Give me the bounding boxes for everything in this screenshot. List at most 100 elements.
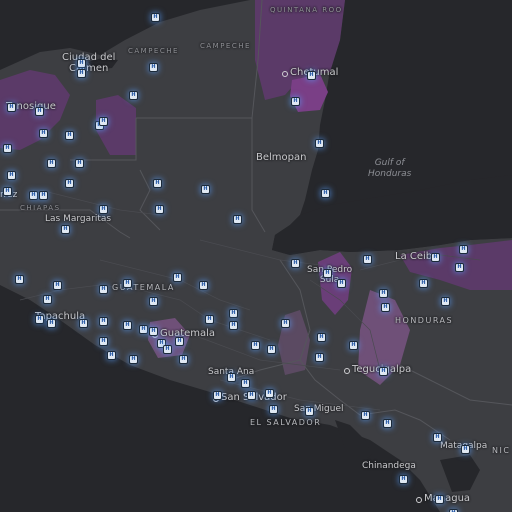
hospital-icon[interactable]: H: [230, 322, 237, 329]
hospital-icon[interactable]: H: [156, 206, 163, 213]
hospital-icon[interactable]: H: [180, 356, 187, 363]
hospital-icon[interactable]: H: [48, 160, 55, 167]
hospital-icon[interactable]: H: [96, 122, 103, 129]
hospital-icon[interactable]: H: [140, 326, 147, 333]
hospital-icon[interactable]: H: [292, 98, 299, 105]
hospital-icon[interactable]: H: [432, 254, 439, 261]
hospital-icon[interactable]: H: [100, 206, 107, 213]
label-belmopan: Belmopan: [256, 152, 307, 163]
hospital-icon[interactable]: H: [324, 270, 331, 277]
hospital-icon[interactable]: H: [76, 160, 83, 167]
hospital-icon[interactable]: H: [78, 60, 85, 67]
label-quintana-roo: QUINTANA ROO: [270, 6, 343, 14]
hospital-icon[interactable]: H: [36, 316, 43, 323]
hospital-icon[interactable]: H: [4, 145, 11, 152]
hospital-icon[interactable]: H: [436, 496, 443, 503]
label-ciudad-del-carmen: Ciudad del Carmen: [62, 52, 116, 74]
hospital-icon[interactable]: H: [268, 346, 275, 353]
label-el-salvador: EL SALVADOR: [250, 418, 322, 427]
hospital-icon[interactable]: H: [242, 380, 249, 387]
hospital-icon[interactable]: H: [100, 286, 107, 293]
hospital-icon[interactable]: H: [36, 108, 43, 115]
hospital-icon[interactable]: H: [420, 280, 427, 287]
hospital-icon[interactable]: H: [54, 282, 61, 289]
hospital-icon[interactable]: H: [362, 412, 369, 419]
hospital-icon[interactable]: H: [100, 118, 107, 125]
hospital-icon[interactable]: H: [78, 70, 85, 77]
hospital-icon[interactable]: H: [130, 356, 137, 363]
hospital-icon[interactable]: H: [66, 180, 73, 187]
hospital-icon[interactable]: H: [8, 172, 15, 179]
hospital-icon[interactable]: H: [306, 408, 313, 415]
hospital-icon[interactable]: H: [206, 316, 213, 323]
hospital-icon[interactable]: H: [150, 64, 157, 71]
hospital-icon[interactable]: H: [100, 318, 107, 325]
hospital-icon[interactable]: H: [380, 368, 387, 375]
hospital-icon[interactable]: H: [176, 338, 183, 345]
hospital-icon[interactable]: H: [154, 180, 161, 187]
hospital-icon[interactable]: H: [322, 190, 329, 197]
label-campeche-upper: CAMPECHE: [200, 42, 251, 50]
hospital-icon[interactable]: H: [234, 216, 241, 223]
hospital-icon[interactable]: H: [202, 186, 209, 193]
hospital-icon[interactable]: H: [380, 290, 387, 297]
hospital-icon[interactable]: H: [4, 188, 11, 195]
hospital-icon[interactable]: H: [124, 280, 131, 287]
hospital-icon[interactable]: H: [214, 392, 221, 399]
hospital-icon[interactable]: H: [460, 246, 467, 253]
hospital-icon[interactable]: H: [308, 72, 315, 79]
hospital-icon[interactable]: H: [270, 406, 277, 413]
hospital-icon[interactable]: H: [434, 434, 441, 441]
hospital-icon[interactable]: H: [316, 354, 323, 361]
label-santa-ana: Santa Ana: [208, 367, 255, 377]
hospital-icon[interactable]: H: [252, 342, 259, 349]
hospital-icon[interactable]: H: [338, 280, 345, 287]
hospital-icon[interactable]: H: [316, 140, 323, 147]
label-gutierrez-partial: rrez: [0, 190, 18, 200]
hospital-icon[interactable]: H: [80, 320, 87, 327]
hospital-icon[interactable]: H: [450, 510, 457, 512]
hospital-icon[interactable]: H: [8, 104, 15, 111]
label-gulf-of-honduras: Gulf of Honduras: [368, 158, 412, 179]
hospital-icon[interactable]: H: [150, 328, 157, 335]
hospital-icon[interactable]: H: [30, 192, 37, 199]
label-chinandega: Chinandega: [362, 461, 416, 471]
hospital-icon[interactable]: H: [48, 320, 55, 327]
hospital-icon[interactable]: H: [66, 132, 73, 139]
hospital-icon[interactable]: H: [456, 264, 463, 271]
hospital-icon[interactable]: H: [62, 226, 69, 233]
label-san-miguel: San Miguel: [294, 404, 344, 414]
hospital-icon[interactable]: H: [462, 446, 469, 453]
hospital-icon[interactable]: H: [40, 192, 47, 199]
hospital-icon[interactable]: H: [384, 420, 391, 427]
hospital-icon[interactable]: H: [16, 276, 23, 283]
hospital-icon[interactable]: H: [200, 282, 207, 289]
hospital-icon[interactable]: H: [174, 274, 181, 281]
hospital-icon[interactable]: H: [152, 14, 159, 21]
hospital-icon[interactable]: H: [44, 296, 51, 303]
hospital-icon[interactable]: H: [40, 130, 47, 137]
label-honduras: HONDURAS: [395, 316, 454, 325]
hospital-icon[interactable]: H: [150, 298, 157, 305]
hospital-icon[interactable]: H: [230, 310, 237, 317]
hospital-icon[interactable]: H: [382, 304, 389, 311]
hospital-icon[interactable]: H: [266, 390, 273, 397]
hospital-icon[interactable]: H: [124, 322, 131, 329]
hospital-icon[interactable]: H: [400, 476, 407, 483]
hospital-icon[interactable]: H: [248, 392, 255, 399]
label-tapachula: Tapachula: [35, 311, 86, 322]
hospital-icon[interactable]: H: [158, 340, 165, 347]
hospital-icon[interactable]: H: [364, 256, 371, 263]
hospital-icon[interactable]: H: [228, 374, 235, 381]
hospital-icon[interactable]: H: [350, 342, 357, 349]
hospital-icon[interactable]: H: [108, 352, 115, 359]
hospital-icon[interactable]: H: [318, 334, 325, 341]
hospital-icon[interactable]: H: [282, 320, 289, 327]
hospital-icon[interactable]: H: [442, 298, 449, 305]
region-quintana-roo: [255, 0, 345, 100]
hospital-icon[interactable]: H: [164, 346, 171, 353]
hospital-icon[interactable]: H: [100, 338, 107, 345]
hospital-icon[interactable]: H: [130, 92, 137, 99]
hospital-icon[interactable]: H: [292, 260, 299, 267]
